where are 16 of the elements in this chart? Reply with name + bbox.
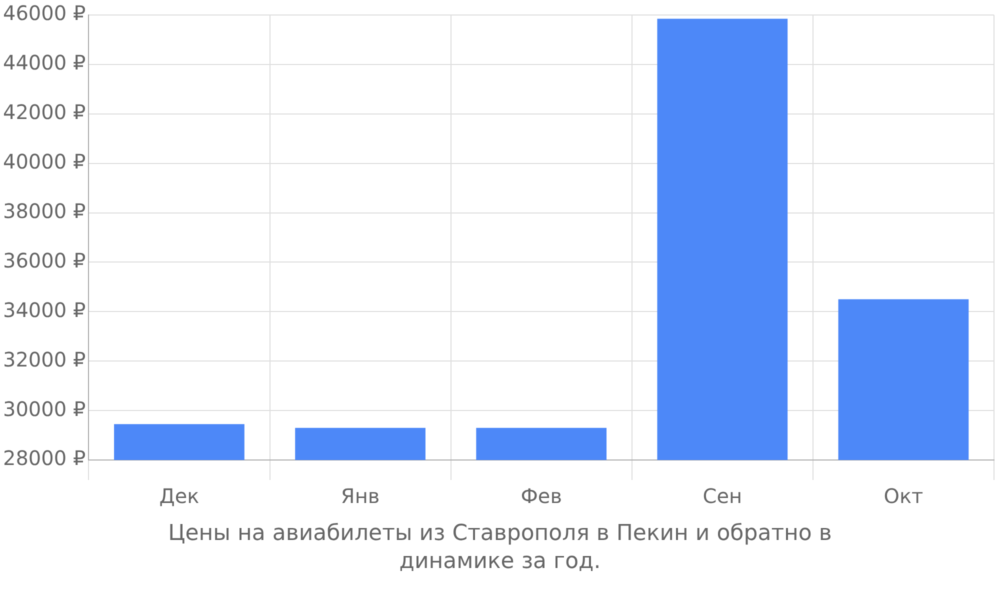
- y-tick-label: 40000 ₽: [2, 150, 86, 174]
- text: Цены на авиабилеты из Ставрополя в Пекин и обратно в динамике за год.: [167, 520, 833, 576]
- y-tick-label: 34000 ₽: [2, 298, 86, 322]
- y-tick-label: 32000 ₽: [2, 347, 86, 372]
- y-tick-label: 44000 ₽: [2, 50, 86, 75]
- y-tick-label: 42000 ₽: [2, 100, 86, 124]
- y-tick-label: 46000 ₽: [2, 1, 86, 26]
- y-tick-label: 28000 ₽: [2, 446, 86, 470]
- y-tick-label: 38000 ₽: [2, 198, 86, 223]
- x-tick-label: Дек: [159, 484, 200, 508]
- x-tick-label: Окт: [884, 484, 924, 508]
- x-tick-label: Фев: [520, 484, 562, 508]
- y-tick-label: 30000 ₽: [2, 396, 86, 421]
- x-tick-label: Янв: [340, 484, 380, 508]
- x-tick-label: Сен: [702, 484, 742, 508]
- y-tick-label: 36000 ₽: [2, 248, 86, 272]
